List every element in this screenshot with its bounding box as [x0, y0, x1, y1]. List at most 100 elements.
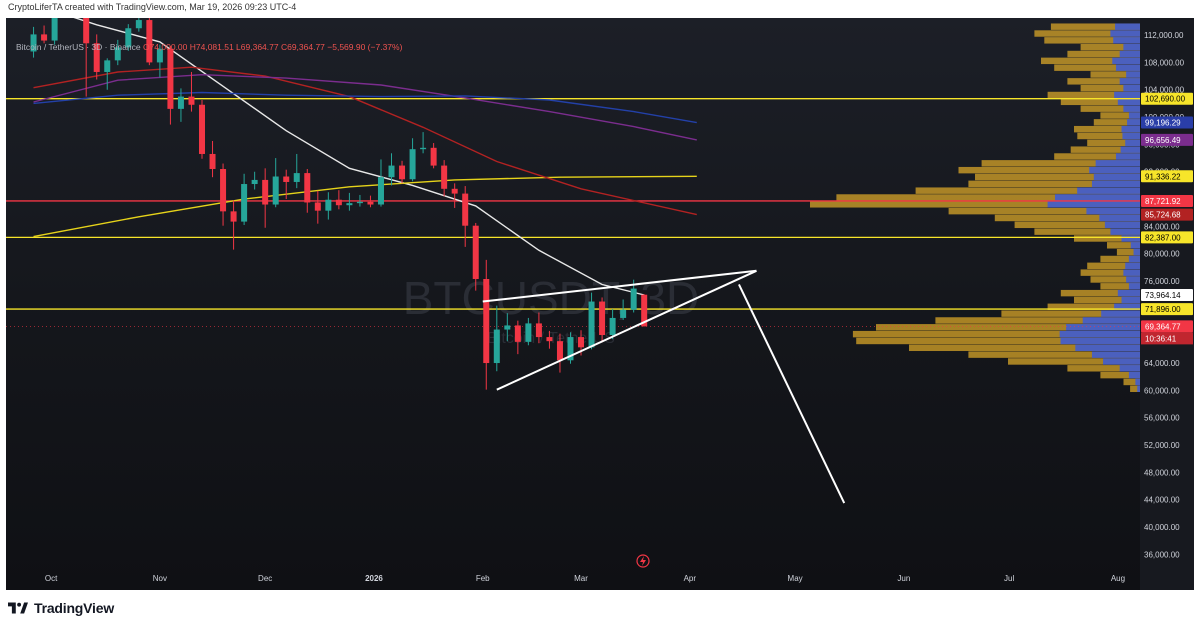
volume-profile-bar	[1074, 125, 1140, 133]
volume-profile-bar	[981, 160, 1140, 167]
volume-profile-bar	[1074, 235, 1140, 242]
candle-body	[335, 199, 342, 206]
volume-profile-bar	[1067, 50, 1140, 58]
candle-body	[430, 147, 437, 166]
moving-average-white	[73, 18, 645, 296]
volume-profile-bar-blue	[1121, 125, 1140, 133]
volume-profile-bar	[1100, 283, 1140, 290]
trendline-drawing	[738, 284, 846, 504]
candle-body	[441, 165, 448, 189]
price-tag-label: 102,690.00	[1145, 95, 1186, 104]
volume-profile-bar	[1077, 132, 1140, 140]
volume-profile-bar-blue	[1121, 235, 1140, 242]
price-tag	[1141, 92, 1193, 105]
x-tick-label: May	[788, 574, 803, 583]
price-tag-label: 82,387.00	[1145, 233, 1181, 242]
price-tag-label: 91,336.22	[1145, 172, 1181, 181]
volume-profile-bar-blue	[1126, 276, 1140, 283]
candle-body	[620, 309, 627, 318]
volume-profile-bar	[935, 317, 1140, 324]
volume-profile-bar-blue	[1117, 98, 1140, 106]
candle-body	[483, 278, 490, 364]
volume-profile-bar-blue	[1125, 262, 1140, 270]
volume-profile-bar	[1001, 310, 1140, 317]
volume-profile-bar-blue	[1066, 324, 1140, 331]
volume-profile-bar-blue	[1128, 371, 1140, 379]
candle-body	[251, 179, 258, 185]
volume-profile-bar	[1100, 112, 1140, 119]
volume-profile-bar-blue	[1093, 173, 1140, 181]
volume-profile-bar-blue	[1119, 50, 1140, 58]
volume-profile-bar	[876, 324, 1140, 331]
volume-profile-bar	[1050, 23, 1140, 30]
candle-body	[135, 20, 142, 29]
volume-profile-bar	[1034, 228, 1140, 235]
candle-body	[283, 176, 290, 182]
price-tag	[1141, 170, 1193, 183]
volume-profile-bar-blue	[1060, 337, 1140, 345]
candle-body	[262, 179, 269, 205]
lightning-icon-bolt	[640, 556, 646, 566]
candle-body	[199, 104, 205, 154]
candle-body	[125, 28, 132, 48]
price-tag	[1141, 231, 1193, 244]
volume-profile-bar-blue	[1115, 64, 1140, 71]
volume-profile-bar	[975, 173, 1140, 181]
volume-profile-bar-blue	[1137, 385, 1140, 393]
volume-profile-bar	[968, 180, 1140, 188]
candle-body	[514, 325, 521, 342]
volume-profile-bar-blue	[1101, 310, 1140, 317]
volume-profile-bar-blue	[1123, 269, 1140, 276]
lightning-icon-ring	[636, 554, 650, 568]
candle-body	[504, 325, 511, 330]
volume-profile-bar-blue	[1127, 119, 1140, 126]
candle-body	[409, 149, 416, 180]
price-tag	[1141, 288, 1193, 301]
price-tag-label: 71,896.00	[1145, 305, 1181, 314]
volume-profile-bar	[1087, 262, 1140, 270]
tradingview-brand: TradingView	[34, 600, 115, 616]
y-tick-label: 40,000.00	[1144, 523, 1180, 532]
volume-profile-bar	[836, 194, 1140, 201]
candle-body	[525, 323, 532, 342]
candle-body	[472, 225, 479, 279]
x-tick-label: Apr	[684, 574, 697, 583]
y-tick-label: 104,000.00	[1144, 86, 1185, 95]
volume-profile-bar-blue	[1099, 214, 1140, 222]
y-tick-label: 48,000.00	[1144, 468, 1180, 477]
symbol-name: Bitcoin / TetherUS · 3D · Binance	[16, 42, 141, 52]
y-tick-label: 52,000.00	[1144, 441, 1180, 450]
volume-profile-bar	[1080, 43, 1140, 51]
moving-average-purple	[33, 73, 697, 141]
volume-profile-bar-blue	[1114, 303, 1140, 311]
candle-body	[399, 165, 406, 180]
candle-body	[104, 60, 111, 72]
volume-profile-bar	[1100, 255, 1140, 263]
candle-body	[146, 20, 153, 63]
candle-body	[293, 173, 300, 182]
candle-body	[220, 168, 227, 212]
price-tag	[1141, 116, 1193, 129]
volume-profile-bar-blue	[1128, 255, 1140, 263]
volume-profile-bar	[1116, 248, 1140, 256]
volume-profile-bar-blue	[1103, 358, 1140, 365]
volume-profile-bar-blue	[1089, 166, 1140, 174]
volume-profile-bar-blue	[1119, 78, 1140, 85]
volume-profile-bar-blue	[1095, 160, 1140, 167]
volume-profile-bar-blue	[1133, 248, 1140, 256]
volume-profile-bar-blue	[1122, 132, 1140, 140]
tradingview-logo-icon	[8, 602, 28, 614]
lightning-icon	[636, 554, 650, 568]
candle-body	[377, 177, 384, 205]
volume-profile-bar	[1123, 378, 1140, 386]
candle-body	[567, 337, 574, 361]
volume-profile-bar	[1044, 37, 1140, 44]
ohlc-values: O74,000.00 H74,081.51 L69,364.77 C69,364…	[142, 42, 403, 52]
candle-body	[156, 48, 163, 63]
volume-profile-bar-blue	[1059, 330, 1140, 338]
candle-body	[272, 176, 279, 205]
volume-profile-bar	[1100, 371, 1140, 379]
